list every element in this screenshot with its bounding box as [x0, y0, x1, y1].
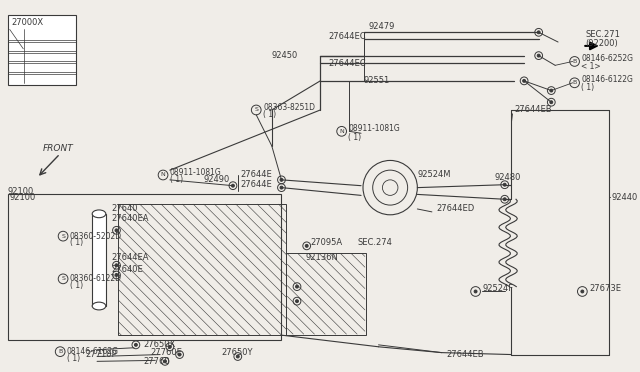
- Text: 27640EA: 27640EA: [111, 214, 149, 223]
- Text: 92100: 92100: [10, 193, 36, 202]
- Text: 08146-6162G: 08146-6162G: [67, 347, 119, 356]
- Circle shape: [581, 290, 584, 293]
- Bar: [92, 214, 106, 306]
- Text: 27650Y: 27650Y: [221, 348, 253, 357]
- Circle shape: [115, 273, 118, 276]
- Text: B: B: [572, 59, 577, 64]
- Text: 92524F: 92524F: [483, 284, 513, 293]
- Circle shape: [305, 244, 308, 247]
- Text: 92450: 92450: [272, 51, 298, 60]
- Text: 27644EB: 27644EB: [447, 350, 484, 359]
- Circle shape: [134, 343, 138, 346]
- Text: S: S: [254, 108, 258, 112]
- Text: S: S: [61, 276, 65, 281]
- Text: < 1>: < 1>: [581, 62, 601, 71]
- Text: 27760: 27760: [143, 357, 170, 366]
- Text: ( 1): ( 1): [263, 110, 276, 119]
- Circle shape: [537, 54, 540, 57]
- Text: 27644E: 27644E: [241, 170, 273, 180]
- Circle shape: [503, 183, 506, 186]
- Text: 27644EA: 27644EA: [111, 253, 149, 262]
- Text: 27644EB: 27644EB: [515, 106, 552, 115]
- Text: FRONT: FRONT: [43, 144, 74, 153]
- Text: B: B: [58, 349, 62, 354]
- Text: 08146-6252G: 08146-6252G: [581, 54, 634, 63]
- Text: 08363-8251D: 08363-8251D: [263, 103, 315, 112]
- Text: S: S: [61, 234, 65, 239]
- Circle shape: [503, 198, 506, 201]
- Circle shape: [236, 355, 239, 358]
- Text: 92479: 92479: [369, 22, 395, 31]
- Text: N: N: [161, 173, 165, 177]
- Circle shape: [296, 285, 298, 288]
- Ellipse shape: [92, 210, 106, 218]
- Text: ( 1): ( 1): [70, 238, 83, 247]
- Bar: [286, 253, 366, 335]
- Text: 27710P: 27710P: [85, 350, 117, 359]
- Circle shape: [280, 179, 283, 181]
- Text: 27644E: 27644E: [241, 180, 273, 189]
- Circle shape: [537, 31, 540, 34]
- Circle shape: [232, 184, 234, 187]
- Text: 92551: 92551: [364, 76, 390, 85]
- Circle shape: [280, 186, 283, 189]
- Text: ( 1): ( 1): [581, 83, 595, 92]
- Text: 92480: 92480: [495, 173, 522, 182]
- Text: 08360-6122D: 08360-6122D: [70, 275, 122, 283]
- Text: 27644ED: 27644ED: [436, 205, 475, 214]
- Text: ( 1): ( 1): [348, 133, 362, 142]
- Circle shape: [550, 89, 553, 92]
- Text: ( 1): ( 1): [170, 175, 183, 185]
- Text: 92440: 92440: [611, 193, 637, 202]
- Text: 92524M: 92524M: [417, 170, 451, 180]
- Bar: [8, 195, 282, 340]
- Text: 08360-5202D: 08360-5202D: [70, 232, 122, 241]
- Circle shape: [115, 264, 118, 267]
- Text: 27644EC: 27644EC: [328, 32, 365, 41]
- Circle shape: [474, 290, 477, 293]
- Text: N: N: [339, 129, 344, 134]
- Bar: [118, 204, 286, 335]
- Ellipse shape: [92, 302, 106, 310]
- Circle shape: [164, 360, 166, 363]
- Text: 27095A: 27095A: [310, 238, 342, 247]
- Bar: [8, 15, 76, 85]
- Text: 27640: 27640: [111, 205, 138, 214]
- Text: (92200): (92200): [585, 39, 618, 48]
- Text: 27000X: 27000X: [12, 18, 44, 27]
- Circle shape: [115, 229, 118, 232]
- Text: SEC.274: SEC.274: [357, 238, 392, 247]
- Text: SEC.271: SEC.271: [585, 30, 620, 39]
- Text: 08911-1081G: 08911-1081G: [348, 124, 400, 133]
- Text: 27644EC: 27644EC: [328, 59, 365, 68]
- Text: 27760E: 27760E: [150, 348, 182, 357]
- Text: 27640E: 27640E: [111, 264, 143, 274]
- Text: B: B: [572, 80, 577, 85]
- Text: 92100: 92100: [8, 187, 34, 196]
- Circle shape: [550, 101, 553, 104]
- Text: 92136N: 92136N: [306, 253, 339, 262]
- Text: 08911-1081G: 08911-1081G: [170, 168, 221, 177]
- Text: 27650X: 27650X: [143, 340, 176, 349]
- Text: ( 1): ( 1): [70, 281, 83, 290]
- Text: 92490: 92490: [204, 175, 230, 185]
- Circle shape: [168, 345, 172, 348]
- Circle shape: [296, 300, 298, 303]
- Circle shape: [178, 353, 181, 356]
- Circle shape: [523, 79, 525, 82]
- Text: 08146-6122G: 08146-6122G: [581, 76, 633, 84]
- Text: ( 1): ( 1): [67, 354, 80, 363]
- Text: 27673E: 27673E: [589, 284, 621, 293]
